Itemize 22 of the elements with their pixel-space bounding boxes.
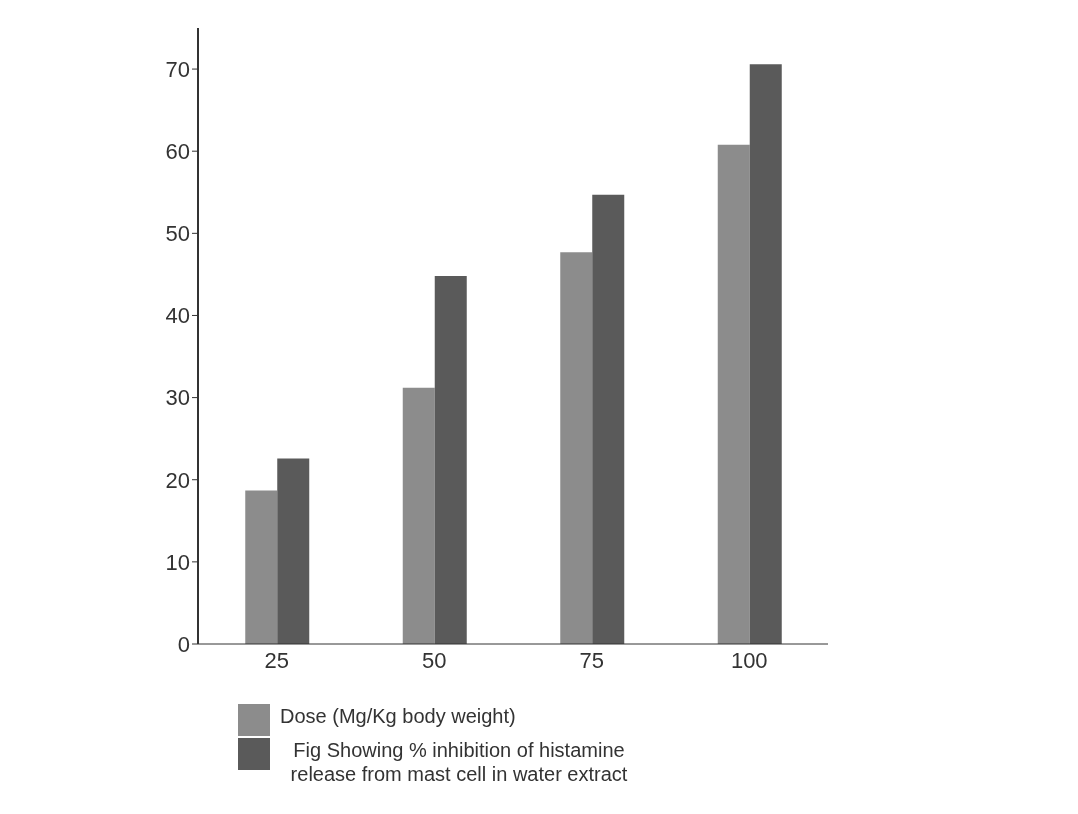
bar [560, 252, 593, 644]
bar [434, 276, 467, 644]
y-tick-label: 20 [165, 467, 190, 493]
y-tick-label: 30 [165, 385, 190, 411]
bar [592, 194, 625, 644]
y-tick-label: 70 [165, 56, 190, 82]
bar [245, 490, 278, 644]
y-tick-label: 50 [165, 221, 190, 247]
bar [749, 64, 782, 644]
x-tick-label: 100 [730, 647, 768, 673]
legend-label: Fig Showing % inhibition of histamine release from mast cell in water extract [289, 738, 629, 786]
bar [717, 144, 750, 644]
y-tick-label: 10 [165, 549, 190, 575]
legend-label: Dose (Mg/Kg body weight) [280, 704, 516, 728]
x-tick-label: 50 [422, 647, 447, 673]
y-tick-label: 40 [165, 303, 190, 329]
bar [277, 458, 310, 644]
y-tick-label: 0 [177, 631, 190, 657]
bar [402, 387, 435, 644]
x-tick-label: 75 [579, 647, 604, 673]
y-tick-label: 60 [165, 139, 190, 165]
x-tick-label: 25 [264, 647, 289, 673]
